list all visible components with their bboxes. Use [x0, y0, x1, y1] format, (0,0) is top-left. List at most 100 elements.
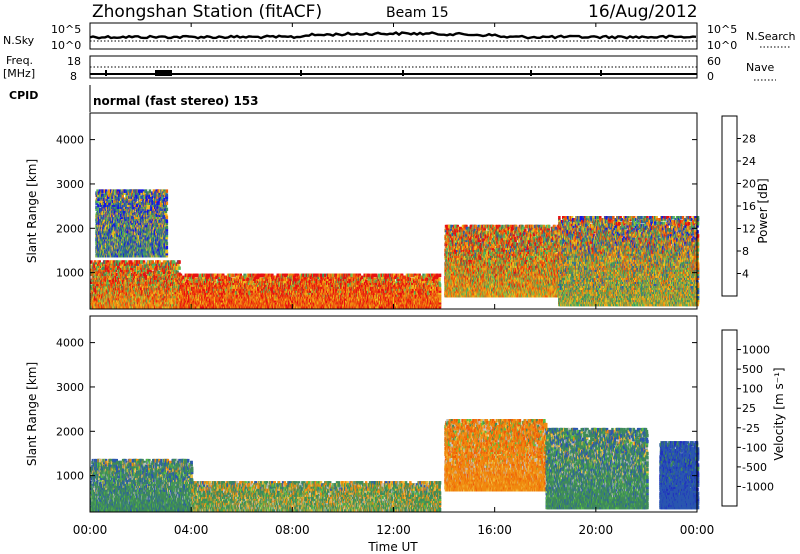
nave-tick-top: 60 — [707, 55, 721, 68]
power-cell — [123, 268, 127, 272]
power-cell — [136, 262, 139, 266]
power-cell — [104, 284, 108, 289]
power-cells — [90, 189, 700, 309]
power-cell — [92, 278, 95, 283]
power-cell — [115, 268, 118, 272]
power-cell — [100, 282, 104, 287]
power-cell — [93, 272, 97, 276]
cpid-text: normal (fast stereo) 153 — [93, 94, 259, 108]
power-cell — [104, 282, 108, 287]
power-cell — [118, 266, 122, 270]
power-cell — [136, 278, 140, 283]
power-cell — [90, 268, 94, 272]
nave-label: Nave — [746, 61, 774, 74]
power-cell — [131, 272, 134, 276]
power-cell — [106, 260, 110, 264]
power-cell — [136, 264, 139, 268]
power-cell — [118, 282, 121, 287]
power-cell — [131, 280, 135, 285]
power-cell — [113, 262, 117, 266]
power-cell — [231, 273, 235, 278]
power-cell — [120, 268, 124, 272]
power-cell — [127, 260, 131, 264]
power-cell — [125, 280, 129, 285]
power-cell — [119, 292, 123, 297]
power-cell — [122, 294, 125, 299]
power-cell — [115, 292, 118, 297]
power-cell — [130, 282, 133, 287]
power-cell — [119, 280, 123, 285]
power-cell — [151, 260, 154, 264]
power-cell — [101, 264, 104, 268]
power-cell — [111, 272, 115, 276]
power-cell — [131, 264, 134, 268]
power-cell — [100, 268, 104, 272]
freq-dip-2 — [300, 70, 302, 76]
power-cell — [132, 268, 135, 272]
power-cell — [104, 278, 108, 283]
power-cell — [128, 270, 131, 274]
freq-tick-bottom: 8 — [70, 70, 77, 83]
power-cell — [118, 260, 121, 264]
power-cell — [107, 268, 110, 272]
power-cell — [103, 262, 106, 266]
power-cell — [110, 262, 114, 266]
power-cell — [124, 260, 128, 264]
power-cell — [99, 272, 102, 276]
power-cell — [109, 266, 113, 270]
power-cell — [110, 260, 114, 264]
power-cell — [100, 274, 103, 278]
power-cell — [116, 260, 119, 264]
power-cell — [130, 284, 134, 289]
power-cell — [120, 262, 123, 266]
power-cell — [132, 284, 135, 289]
nsearch-label: N.Search — [746, 30, 796, 43]
power-cell — [90, 288, 94, 293]
power-cell — [107, 282, 110, 287]
date-label: 16/Aug/2012 — [588, 2, 698, 22]
power-cell — [92, 282, 96, 287]
power-cell — [124, 272, 128, 276]
power-cell — [100, 262, 103, 266]
power-cell — [133, 266, 136, 270]
power-cell — [122, 272, 125, 276]
power-cell — [101, 280, 105, 285]
power-cell — [94, 262, 98, 266]
power-cell — [110, 292, 113, 297]
power-cell — [101, 284, 104, 289]
nsky-tick-top: 10^5 — [51, 23, 81, 36]
power-cell — [98, 268, 101, 272]
power-cell — [108, 282, 112, 287]
freq-dip-5 — [600, 70, 602, 76]
power-cell — [123, 282, 127, 287]
power-cell — [113, 264, 117, 268]
power-cell — [122, 260, 125, 264]
power-cell — [126, 272, 130, 276]
power-cell — [118, 278, 122, 283]
freq-dips — [105, 70, 602, 76]
power-cell — [93, 286, 96, 291]
nave-tick-bottom: 0 — [707, 70, 714, 83]
power-cell — [119, 288, 122, 293]
power-cell — [102, 276, 105, 280]
power-cell — [128, 266, 132, 270]
power-cell — [97, 292, 100, 297]
power-cell — [127, 264, 131, 268]
power-cell — [97, 284, 100, 289]
power-cell — [113, 280, 116, 285]
power-cell — [103, 260, 107, 264]
power-cell — [98, 286, 101, 291]
power-cell — [126, 276, 129, 280]
power-cell — [113, 270, 117, 274]
power-cell — [110, 280, 114, 285]
freq-dip-4 — [530, 70, 532, 76]
power-cell — [109, 264, 113, 268]
power-cell — [136, 272, 139, 276]
power-cell — [117, 262, 120, 266]
nsky-label: N.Sky — [3, 34, 35, 47]
nsky-tick-bottom: 10^0 — [51, 39, 81, 52]
power-cell — [97, 266, 100, 270]
power-cell — [103, 300, 107, 305]
freq-unit: [MHz] — [3, 67, 35, 80]
power-cell — [129, 290, 132, 295]
